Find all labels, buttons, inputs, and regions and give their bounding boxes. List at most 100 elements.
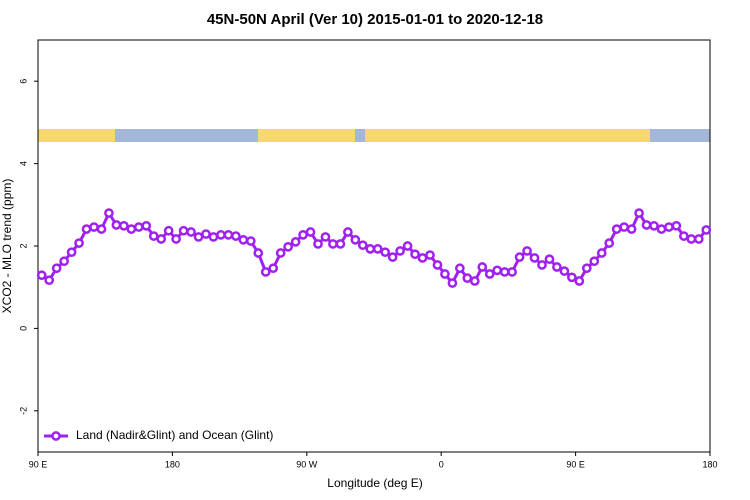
data-point <box>89 222 99 232</box>
data-point <box>305 227 316 237</box>
data-point <box>537 260 547 270</box>
data-point <box>507 267 517 277</box>
data-point <box>283 241 293 252</box>
data-point <box>44 275 55 286</box>
legend-swatch-marker <box>51 431 61 441</box>
data-point <box>611 224 622 234</box>
data-point <box>649 220 659 231</box>
data-point <box>357 240 368 251</box>
data-point <box>245 236 256 246</box>
data-point <box>104 208 114 218</box>
data-point <box>596 248 607 258</box>
data-point <box>178 225 189 236</box>
data-point <box>484 269 495 279</box>
data-point <box>163 225 174 236</box>
data-point <box>350 234 361 245</box>
x-axis-label: Longitude (deg E) <box>327 476 422 490</box>
data-point <box>671 220 682 231</box>
data-point <box>440 269 450 279</box>
data-point <box>567 272 577 283</box>
y-tick-label: 4 <box>18 161 28 166</box>
x-tick-label: 90 W <box>296 459 318 469</box>
data-point <box>290 237 301 247</box>
x-tick-label: 180 <box>702 459 717 469</box>
data-point <box>111 220 122 230</box>
data-point <box>193 232 204 242</box>
data-point <box>328 239 338 249</box>
legend-label: Land (Nadir&Glint) and Ocean (Glint) <box>76 428 273 442</box>
x-tick-label: 0 <box>439 459 444 469</box>
data-point <box>320 232 331 242</box>
data-point <box>417 253 428 263</box>
data-point <box>455 263 465 274</box>
data-point <box>395 246 405 256</box>
data-point <box>208 232 219 242</box>
x-tick-label: 90 E <box>29 459 48 469</box>
data-point <box>66 247 77 258</box>
data-point <box>238 234 249 245</box>
data-point <box>372 244 383 254</box>
data-point <box>425 250 435 260</box>
data-point <box>81 224 92 234</box>
data-point <box>96 224 107 234</box>
data-point <box>589 256 600 267</box>
data-point <box>641 220 652 230</box>
data-point <box>477 262 488 272</box>
data-point <box>298 230 308 240</box>
data-point <box>634 208 644 218</box>
data-point <box>156 234 167 244</box>
data-point <box>462 273 473 283</box>
data-point <box>686 234 697 244</box>
data-point <box>544 254 555 265</box>
data-point <box>268 263 279 274</box>
chart-title: 45N-50N April (Ver 10) 2015-01-01 to 202… <box>207 11 543 28</box>
data-point <box>343 227 353 237</box>
data-point <box>469 276 480 286</box>
data-point <box>171 234 181 244</box>
data-point <box>432 260 443 270</box>
data-point <box>74 238 84 248</box>
data-point <box>552 262 562 272</box>
land-strip <box>38 129 115 142</box>
data-point <box>380 247 391 258</box>
data-point <box>514 252 525 262</box>
data-point <box>201 229 211 239</box>
data-point <box>604 238 615 248</box>
data-point <box>51 263 62 274</box>
data-point <box>499 267 510 277</box>
data-point <box>216 230 226 240</box>
data-point <box>447 278 458 288</box>
x-tick-label: 180 <box>165 459 180 469</box>
data-point <box>148 231 159 241</box>
data-point <box>231 231 241 241</box>
data-point <box>559 266 570 276</box>
data-point <box>529 253 540 263</box>
data-point <box>335 239 346 249</box>
data-point <box>656 224 667 234</box>
data-point <box>186 227 196 237</box>
data-point <box>619 222 629 232</box>
data-point <box>693 234 704 244</box>
land-strip <box>365 129 650 142</box>
y-axis-label: XCO2 - MLO trend (ppm) <box>0 179 14 314</box>
y-tick-label: 0 <box>18 326 28 331</box>
y-tick-label: 6 <box>18 79 28 84</box>
data-point <box>410 249 420 260</box>
y-tick-label: -2 <box>18 407 28 415</box>
land-strip <box>258 129 355 142</box>
data-point <box>141 220 152 231</box>
data-point <box>679 231 689 241</box>
data-point <box>119 220 129 231</box>
land-ocean-map <box>38 129 710 142</box>
data-point <box>492 265 503 276</box>
data-point <box>626 224 637 234</box>
data-point <box>133 222 144 232</box>
data-point <box>36 270 47 281</box>
data-point <box>365 244 376 254</box>
data-point <box>664 222 674 232</box>
data-point <box>275 248 286 258</box>
data-point <box>701 225 712 235</box>
data-point <box>402 241 413 251</box>
data-point <box>126 224 137 234</box>
